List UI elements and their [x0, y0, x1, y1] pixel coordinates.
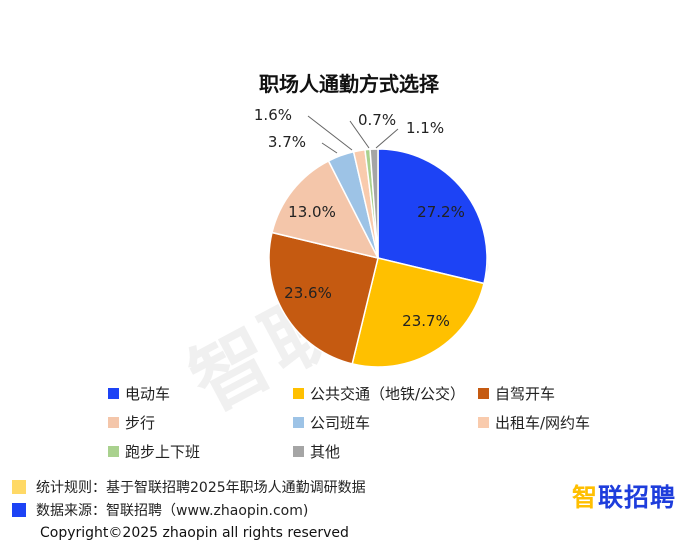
legend-item: 跑步上下班	[108, 441, 200, 462]
leader-line	[321, 142, 338, 154]
slice-value-label: 27.2%	[417, 203, 465, 221]
copyright: Copyright©2025 zhaopin all rights reserv…	[40, 525, 349, 541]
pie-slice	[271, 159, 380, 260]
legend-item: 其他	[293, 441, 340, 462]
legend-label: 其他	[310, 443, 341, 461]
leader-line	[349, 120, 370, 149]
note-marker	[12, 503, 26, 517]
legend-item: 出租车/网约车	[478, 412, 590, 433]
slice-value-label: 1.1%	[406, 119, 444, 137]
legend-item: 公司班车	[293, 412, 370, 433]
pie-chart: 27.2% 23.7% 23.6% 13.0% 3.7% 1.6% 0.7% 1.1%	[254, 106, 488, 368]
legend-label: 公司班车	[310, 414, 371, 432]
data-source-note: 数据来源：智联招聘（www.zhaopin.com)	[12, 500, 308, 520]
legend-label: 出租车/网约车	[495, 414, 591, 432]
brand-logo: 智联招聘	[571, 483, 676, 512]
legend-swatch	[108, 446, 119, 457]
legend-label: 跑步上下班	[125, 443, 201, 461]
pie-slice	[377, 148, 488, 285]
data-source-text: 数据来源：智联招聘（www.zhaopin.com)	[36, 503, 309, 519]
legend-swatch	[108, 417, 119, 428]
legend-item: 自驾开车	[478, 383, 555, 404]
pie-slice	[268, 231, 379, 365]
legend-item: 步行	[108, 412, 155, 433]
legend-swatch	[293, 446, 304, 457]
pie-slice	[351, 257, 485, 368]
statistics-rule-note: 统计规则：基于智联招聘2025年职场人通勤调研数据	[12, 477, 366, 497]
statistics-rule-text: 统计规则：基于智联招聘2025年职场人通勤调研数据	[36, 480, 366, 496]
slice-value-label: 3.7%	[268, 133, 306, 151]
legend-swatch	[478, 417, 489, 428]
slice-value-label: 23.6%	[284, 284, 332, 302]
leader-line	[375, 128, 399, 149]
legend-label: 电动车	[125, 385, 171, 403]
legend-label: 自驾开车	[495, 385, 556, 403]
leader-line	[307, 115, 353, 151]
legend-item: 电动车	[108, 383, 170, 404]
legend-label: 步行	[125, 414, 156, 432]
slice-value-label: 13.0%	[288, 203, 336, 221]
legend-swatch	[478, 388, 489, 399]
slice-value-label: 0.7%	[358, 111, 396, 129]
chart-title: 职场人通勤方式选择	[259, 72, 439, 96]
legend-swatch	[293, 388, 304, 399]
legend-item: 公共交通（地铁/公交）	[293, 383, 465, 404]
slice-value-label: 23.7%	[402, 312, 450, 330]
legend-label: 公共交通（地铁/公交）	[310, 385, 466, 403]
legend-swatch	[108, 388, 119, 399]
pie-slice	[369, 148, 379, 259]
slice-value-label: 1.6%	[254, 106, 292, 124]
note-marker	[12, 480, 26, 494]
legend-swatch	[293, 417, 304, 428]
